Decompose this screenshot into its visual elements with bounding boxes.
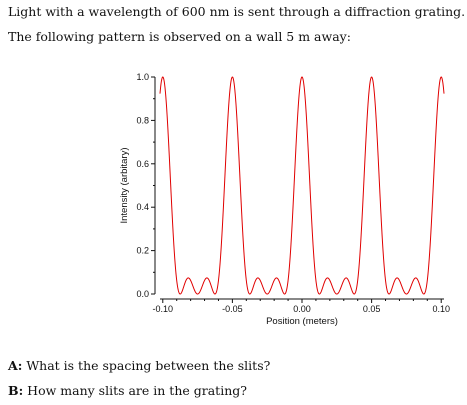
x-axis-title: Position (meters) [266, 316, 338, 327]
intro-line-1: Light with a wavelength of 600 nm is sen… [8, 4, 466, 19]
intro-line-2: The following pattern is observed on a w… [8, 29, 351, 44]
question-a-label: A: [8, 358, 23, 373]
y-axis: 0.0 0.2 0.4 0.6 0.8 1.0 [136, 72, 156, 299]
x-tick-label: -0.05 [222, 304, 243, 314]
x-tick-label: -0.10 [153, 304, 174, 314]
x-tick-label: 0.05 [363, 304, 381, 314]
y-tick-label: 1.0 [136, 72, 149, 82]
y-tick-label: 0.6 [136, 159, 149, 169]
x-tick-label: 0.10 [432, 304, 450, 314]
y-axis-title: Intensity (arbitary) [119, 147, 130, 223]
intensity-curve [159, 76, 445, 295]
question-b-text: How many slits are in the grating? [27, 383, 247, 398]
question-b-label: B: [8, 383, 24, 398]
intensity-chart: 0.0 0.2 0.4 0.6 0.8 1.0 -0.10 -0.05 0.00 0.05 0.1… [119, 72, 450, 327]
question-b: B: How many slits are in the grating? [8, 383, 247, 398]
question-a-text: What is the spacing between the slits? [26, 358, 271, 373]
x-tick-label: 0.00 [293, 304, 311, 314]
x-axis: -0.10 -0.05 0.00 0.05 0.10 [153, 298, 450, 314]
y-tick-label: 0.4 [136, 202, 149, 212]
y-tick-label: 0.2 [136, 246, 149, 256]
y-tick-label: 0.0 [136, 289, 149, 299]
y-tick-label: 0.8 [136, 115, 149, 125]
question-a: A: What is the spacing between the slits… [8, 358, 270, 373]
